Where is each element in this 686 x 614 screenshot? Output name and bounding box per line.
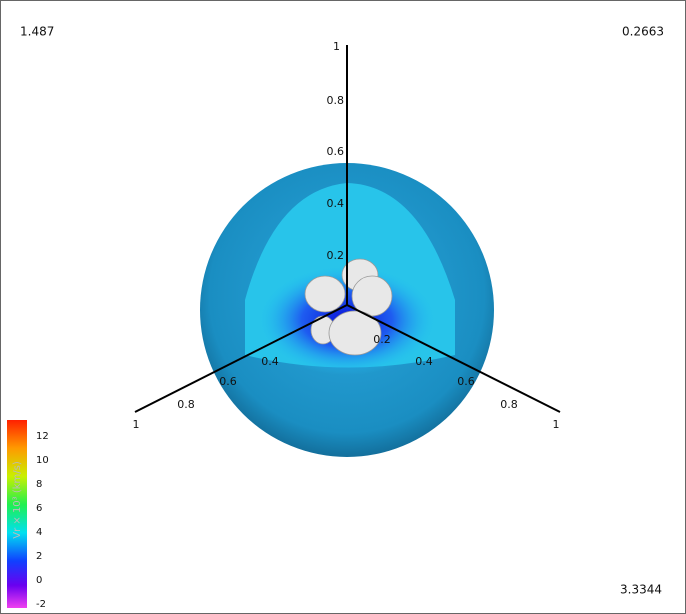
colorbar-tick-label: 12 [36, 431, 49, 442]
tick-label: 0.4 [415, 355, 433, 368]
colorbar-tick-label: 8 [36, 479, 42, 490]
tick-label: 0.6 [457, 375, 475, 388]
tick-label: 0.4 [261, 355, 279, 368]
tick-label: 1 [333, 40, 340, 53]
colorbar-tick-label: -2 [36, 599, 46, 610]
colorbar-tick-label: 2 [36, 551, 42, 562]
tick-label: 0.6 [219, 375, 237, 388]
tick-label: 1 [553, 418, 560, 431]
corner-label: 3.3344 [620, 583, 662, 597]
corner-label: 0.2663 [622, 25, 664, 39]
tick-label: 1 [133, 418, 140, 431]
tick-label: 0.8 [177, 398, 195, 411]
tick-label: 0.6 [327, 145, 345, 158]
colorbar-tick-label: 10 [36, 455, 49, 466]
corner-label: 1.487 [20, 25, 54, 39]
colorbar-title: Vr × 10³ (km/s) [12, 461, 23, 539]
colorbar-tick-label: 6 [36, 503, 42, 514]
tick-label: 0.8 [327, 94, 345, 107]
colorbar-tick-label: 0 [36, 575, 42, 586]
tick-label: 0.8 [500, 398, 518, 411]
tick-label: 0.4 [327, 197, 345, 210]
tick-label: 0.2 [327, 249, 345, 262]
tick-label: 0.2 [373, 333, 391, 346]
viewer: 1 0.8 0.6 0.4 0.2 0.4 0.6 0.8 1 0.2 0.4 … [0, 0, 686, 614]
colorbar-tick-label: 4 [36, 527, 42, 538]
